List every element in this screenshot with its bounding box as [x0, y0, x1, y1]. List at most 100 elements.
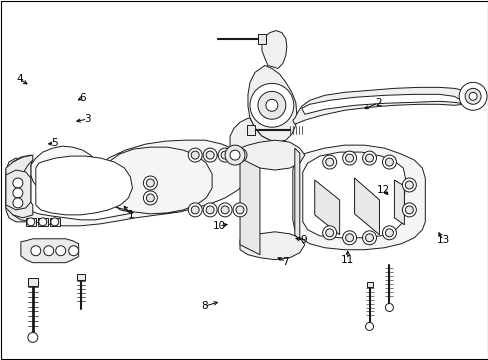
Polygon shape — [6, 170, 31, 210]
Circle shape — [39, 218, 47, 226]
Circle shape — [13, 188, 23, 198]
Circle shape — [206, 151, 214, 159]
Bar — [38, 218, 48, 226]
Circle shape — [143, 176, 157, 190]
Circle shape — [203, 148, 217, 162]
Text: 11: 11 — [341, 255, 354, 265]
Circle shape — [218, 148, 232, 162]
Circle shape — [28, 332, 38, 342]
Circle shape — [206, 206, 214, 214]
Circle shape — [342, 151, 356, 165]
Circle shape — [362, 151, 376, 165]
Circle shape — [224, 145, 244, 165]
Circle shape — [236, 151, 244, 159]
Bar — [258, 33, 265, 44]
Text: 1: 1 — [128, 210, 135, 220]
Circle shape — [458, 82, 486, 110]
Circle shape — [188, 203, 202, 217]
Circle shape — [51, 218, 59, 226]
Circle shape — [233, 203, 246, 217]
Circle shape — [221, 206, 228, 214]
Circle shape — [402, 203, 415, 217]
Circle shape — [385, 303, 393, 311]
Circle shape — [342, 231, 356, 245]
Polygon shape — [314, 180, 339, 235]
Text: 6: 6 — [80, 93, 86, 103]
Circle shape — [385, 158, 393, 166]
Text: 10: 10 — [212, 221, 225, 231]
Circle shape — [56, 246, 65, 256]
Circle shape — [365, 154, 373, 162]
Text: 2: 2 — [374, 98, 381, 108]
Circle shape — [325, 158, 333, 166]
Polygon shape — [8, 140, 249, 226]
Text: 7: 7 — [282, 257, 288, 267]
Bar — [28, 278, 38, 285]
Polygon shape — [302, 152, 405, 238]
Circle shape — [236, 206, 244, 214]
Circle shape — [13, 198, 23, 208]
Circle shape — [146, 179, 154, 187]
Bar — [246, 125, 254, 135]
Circle shape — [143, 191, 157, 205]
Polygon shape — [21, 239, 79, 263]
Polygon shape — [394, 180, 404, 225]
Circle shape — [203, 203, 217, 217]
Text: 8: 8 — [201, 301, 207, 311]
Circle shape — [191, 151, 199, 159]
Polygon shape — [36, 156, 132, 215]
Polygon shape — [240, 232, 304, 260]
Polygon shape — [6, 158, 31, 222]
Polygon shape — [294, 148, 299, 240]
Polygon shape — [240, 158, 260, 255]
Text: 12: 12 — [376, 185, 389, 195]
Polygon shape — [240, 140, 304, 170]
Circle shape — [402, 178, 415, 192]
Circle shape — [322, 226, 336, 240]
Circle shape — [365, 234, 373, 242]
Bar — [26, 218, 36, 226]
Circle shape — [382, 155, 396, 169]
Circle shape — [385, 229, 393, 237]
Circle shape — [188, 148, 202, 162]
Circle shape — [345, 154, 353, 162]
Bar — [77, 274, 84, 280]
Polygon shape — [31, 146, 98, 200]
Circle shape — [44, 246, 54, 256]
Bar — [366, 282, 372, 287]
Polygon shape — [354, 178, 379, 235]
Circle shape — [362, 231, 376, 245]
Circle shape — [265, 99, 277, 111]
Circle shape — [405, 206, 412, 214]
Circle shape — [27, 218, 35, 226]
Circle shape — [218, 203, 232, 217]
Polygon shape — [229, 118, 277, 165]
Polygon shape — [301, 94, 460, 114]
Text: 3: 3 — [84, 114, 91, 124]
Text: 13: 13 — [436, 235, 449, 245]
Text: 5: 5 — [51, 139, 58, 148]
Polygon shape — [6, 155, 33, 218]
Text: 9: 9 — [300, 235, 306, 245]
Circle shape — [68, 246, 79, 256]
Circle shape — [258, 91, 285, 119]
Circle shape — [221, 151, 228, 159]
Circle shape — [325, 229, 333, 237]
Polygon shape — [247, 66, 296, 142]
Circle shape — [382, 226, 396, 240]
Polygon shape — [292, 87, 470, 124]
Circle shape — [229, 150, 240, 160]
Polygon shape — [262, 31, 286, 68]
Circle shape — [249, 84, 293, 127]
Circle shape — [468, 92, 476, 100]
Circle shape — [146, 194, 154, 202]
Circle shape — [365, 323, 373, 330]
Bar — [50, 218, 60, 226]
Circle shape — [31, 246, 41, 256]
Circle shape — [345, 234, 353, 242]
Circle shape — [405, 181, 412, 189]
Polygon shape — [292, 145, 425, 250]
Circle shape — [233, 148, 246, 162]
Circle shape — [13, 178, 23, 188]
Circle shape — [322, 155, 336, 169]
